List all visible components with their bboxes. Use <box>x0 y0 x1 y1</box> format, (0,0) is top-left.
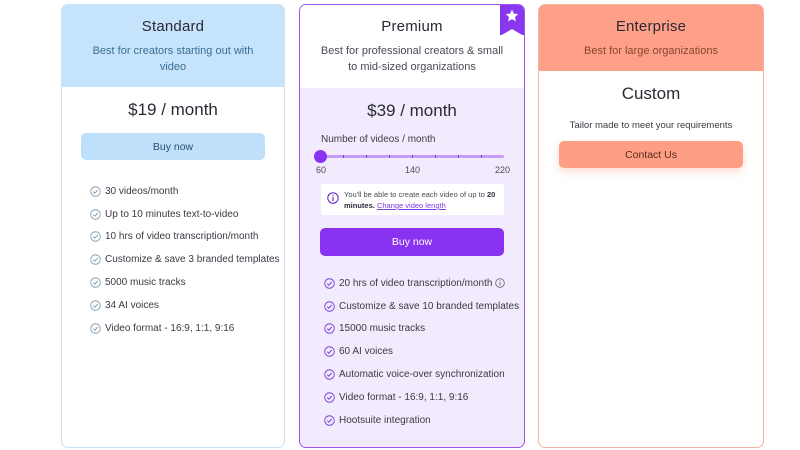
note-text: You'll be able to create each video of u… <box>344 189 504 211</box>
check-circle-icon <box>90 208 101 220</box>
feature-item: 20 hrs of video transcription/month <box>324 272 519 295</box>
feature-text: Customize & save 3 branded templates <box>105 254 280 266</box>
feature-item: Customize & save 3 branded templates <box>90 248 284 271</box>
slider-min-label: 60 <box>316 165 327 175</box>
feature-text: Hootsuite integration <box>339 414 431 426</box>
info-icon[interactable] <box>495 278 506 289</box>
plan-subtitle: Best for large organizations <box>584 45 718 57</box>
slider-label: Number of videos / month <box>321 134 436 145</box>
feature-text: 20 hrs of video transcription/month <box>339 277 493 289</box>
buy-now-button-standard[interactable]: Buy now <box>81 133 265 160</box>
plan-name: Premium <box>381 18 443 35</box>
plan-tagline: Tailor made to meet your requirements <box>569 120 733 131</box>
feature-item: 15000 music tracks <box>324 318 519 341</box>
feature-item: 60 AI voices <box>324 340 519 363</box>
slider-max-label: 220 <box>495 165 511 175</box>
feature-text: 60 AI voices <box>339 346 393 358</box>
slider-tick <box>366 155 367 158</box>
featured-ribbon <box>500 5 524 36</box>
feature-item: 5000 music tracks <box>90 271 284 294</box>
plan-subtitle: Best for professional creators & small t… <box>320 45 504 73</box>
check-circle-icon <box>90 231 101 243</box>
check-circle-icon <box>90 186 101 197</box>
check-circle-icon <box>324 369 335 380</box>
plan-header-enterprise: Enterprise Best for large organizations <box>539 5 763 71</box>
star-icon <box>505 9 519 22</box>
check-circle-icon <box>90 277 101 288</box>
slider-tick <box>481 155 482 158</box>
feature-item: Hootsuite integration <box>324 409 519 432</box>
check-circle-icon <box>324 300 335 312</box>
feature-item: Automatic voice-over synchronization <box>324 363 519 386</box>
feature-text: 15000 music tracks <box>339 323 426 335</box>
feature-item: Video format - 16:9, 1:1, 9:16 <box>324 386 519 409</box>
contact-us-button[interactable]: Contact Us <box>559 141 743 168</box>
feature-text: 30 videos/month <box>105 185 179 197</box>
slider-tick <box>458 155 459 158</box>
feature-text: Video format - 16:9, 1:1, 9:16 <box>105 322 235 334</box>
plan-name: Enterprise <box>615 18 687 35</box>
check-circle-icon <box>324 278 335 289</box>
slider-tick <box>435 155 436 158</box>
note-text-before: You'll be able to create each video of u… <box>344 190 487 199</box>
check-circle-icon <box>324 323 335 335</box>
slider-mid-label: 140 <box>405 165 421 175</box>
feature-text: 34 AI voices <box>105 299 159 311</box>
feature-list-premium: 20 hrs of video transcription/month Cust… <box>324 272 519 432</box>
feature-item: 30 videos/month <box>90 180 284 203</box>
plan-price: Custom <box>621 84 681 103</box>
check-circle-icon <box>324 414 335 426</box>
info-icon <box>327 192 339 204</box>
feature-text: Customize & save 10 branded templates <box>339 300 520 312</box>
plan-card-premium: Premium Best for professional creators &… <box>299 4 525 448</box>
feature-text: 5000 music tracks <box>105 277 186 289</box>
feature-item: Customize & save 10 branded templates <box>324 295 519 318</box>
check-circle-icon <box>324 392 335 403</box>
plan-subtitle: Best for creators starting out with vide… <box>92 45 254 73</box>
feature-item: 10 hrs of video transcription/month <box>90 226 284 249</box>
slider-tick <box>343 155 344 158</box>
videos-slider-thumb[interactable] <box>314 150 327 163</box>
feature-text: Video format - 16:9, 1:1, 9:16 <box>339 391 469 403</box>
feature-item: Video format - 16:9, 1:1, 9:16 <box>90 317 284 340</box>
feature-text: 10 hrs of video transcription/month <box>105 231 259 243</box>
plan-card-standard: Standard Best for creators starting out … <box>61 4 285 448</box>
plan-card-enterprise: Enterprise Best for large organizations … <box>538 4 764 448</box>
check-circle-icon <box>324 346 335 358</box>
feature-list-standard: 30 videos/month Up to 10 minutes text-to… <box>62 180 284 340</box>
check-circle-icon <box>90 300 101 311</box>
feature-item: Up to 10 minutes text-to-video <box>90 203 284 226</box>
plan-header-premium: Premium Best for professional creators &… <box>300 5 524 88</box>
slider-tick <box>412 155 413 158</box>
buy-now-button-premium[interactable]: Buy now <box>320 228 504 256</box>
video-length-note: You'll be able to create each video of u… <box>321 184 504 215</box>
check-circle-icon <box>90 254 101 266</box>
plan-name: Standard <box>141 18 205 35</box>
change-video-length-link[interactable]: Change video length <box>376 201 446 210</box>
slider-tick <box>389 155 390 158</box>
check-circle-icon <box>90 322 101 334</box>
plan-header-standard: Standard Best for creators starting out … <box>62 5 284 87</box>
feature-item: 34 AI voices <box>90 294 284 317</box>
feature-text: Up to 10 minutes text-to-video <box>105 208 239 220</box>
feature-text: Automatic voice-over synchronization <box>339 369 505 381</box>
plan-price: $39 / month <box>367 101 457 120</box>
plan-price: $19 / month <box>128 100 218 119</box>
note-duration: 20 minutes. <box>344 190 496 210</box>
